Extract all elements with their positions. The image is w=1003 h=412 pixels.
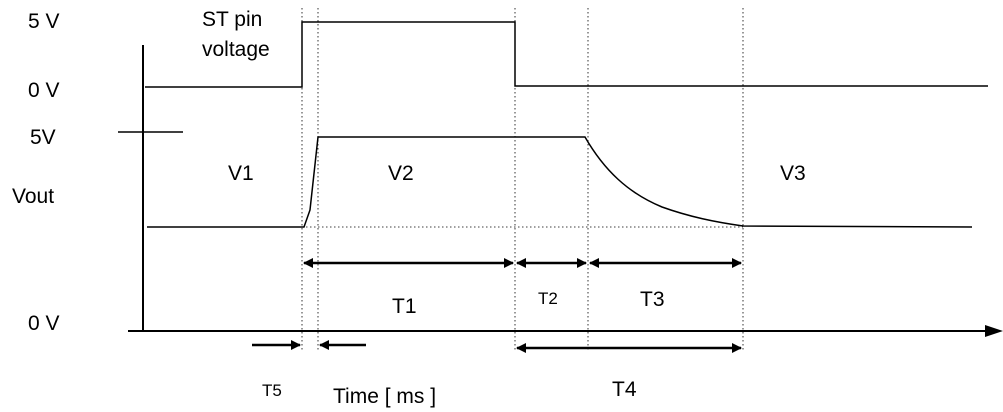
region-v3-label: V3	[780, 162, 806, 185]
st-pin-title-line1: ST pin	[202, 8, 262, 31]
vout-zero-label: 0 V	[28, 312, 60, 335]
st-low-label: 0 V	[28, 79, 60, 102]
st-high-label: 5 V	[28, 10, 60, 33]
interval-arrows	[252, 258, 742, 353]
vout-high-label: 5V	[30, 126, 56, 149]
timing-guides	[301, 8, 744, 352]
x-axis-arrowhead	[985, 325, 1003, 337]
st-pin-trace	[145, 21, 988, 88]
t4-label: T4	[612, 378, 637, 401]
region-v2-label: V2	[388, 162, 414, 185]
t3-label: T3	[640, 288, 665, 311]
st-pin-title-line2: voltage	[202, 38, 270, 61]
region-v1-label: V1	[228, 162, 254, 185]
t1-label: T1	[392, 295, 417, 318]
t5-label: T5	[262, 381, 282, 400]
vout-label: Vout	[12, 185, 54, 208]
t2-label: T2	[538, 289, 558, 308]
x-axis-label: Time [ ms ]	[333, 385, 436, 408]
vout-trace	[147, 136, 973, 228]
